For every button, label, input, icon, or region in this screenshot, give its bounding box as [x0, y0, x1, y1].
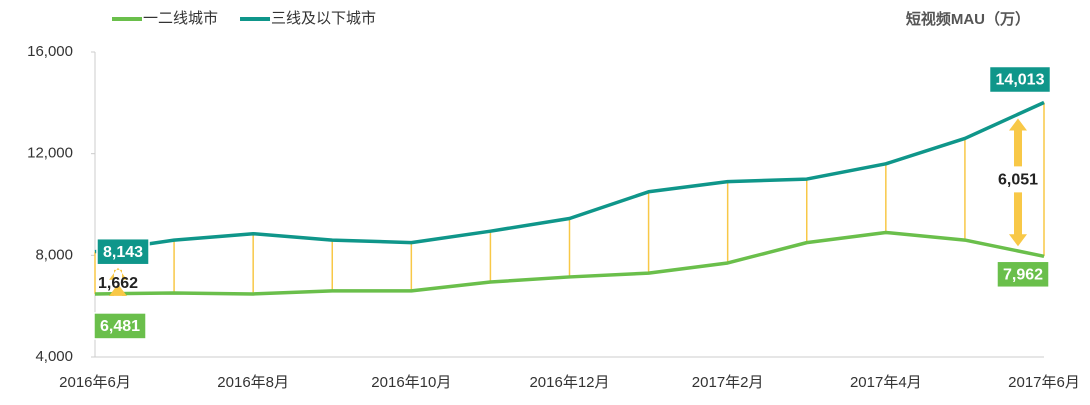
y-tick-label: 16,000: [27, 43, 73, 60]
x-tick-label: 2017年6月: [1008, 374, 1080, 391]
y-tick-label: 4,000: [35, 348, 73, 365]
series-line: [94, 230, 1045, 296]
difference-label: 1,662: [98, 275, 138, 292]
value-label-box: [96, 237, 150, 266]
value-label-text: 14,013: [996, 72, 1045, 89]
difference-arrow: [1009, 192, 1027, 247]
x-tick-label: 2016年6月: [59, 374, 131, 391]
x-tick-label: 2017年4月: [850, 374, 922, 391]
y-tick-label: 12,000: [27, 145, 73, 162]
x-tick-label: 2017年2月: [692, 374, 764, 391]
y-tick-label: 8,000: [35, 246, 73, 263]
difference-arrow: [1009, 118, 1027, 167]
difference-arrow: [109, 283, 127, 296]
value-label-text: 6,481: [100, 318, 140, 335]
series-line: [94, 100, 1045, 254]
difference-arrow: [109, 267, 127, 280]
value-label: 6,481: [93, 312, 147, 340]
difference: 6,051: [998, 118, 1038, 247]
value-label: 7,962: [996, 260, 1050, 289]
value-label-box: [93, 312, 147, 340]
unit-label: 短视频MAU（万）: [906, 10, 1030, 28]
x-tick-label: 2016年12月: [529, 374, 609, 391]
difference: 1,662: [98, 267, 138, 296]
value-label: 8,143: [96, 237, 150, 266]
value-label-box: [988, 65, 1052, 94]
legend-label: 三线及以下城市: [271, 10, 376, 27]
difference-label: 6,051: [998, 172, 1038, 189]
value-label: 14,013: [988, 65, 1052, 94]
value-label-text: 7,962: [1003, 267, 1043, 284]
value-label-box: [996, 260, 1050, 289]
value-label-text: 8,143: [103, 244, 143, 261]
legend-label: 一二线城市: [143, 10, 218, 27]
x-tick-label: 2016年10月: [371, 374, 451, 391]
x-tick-label: 2016年8月: [217, 374, 289, 391]
